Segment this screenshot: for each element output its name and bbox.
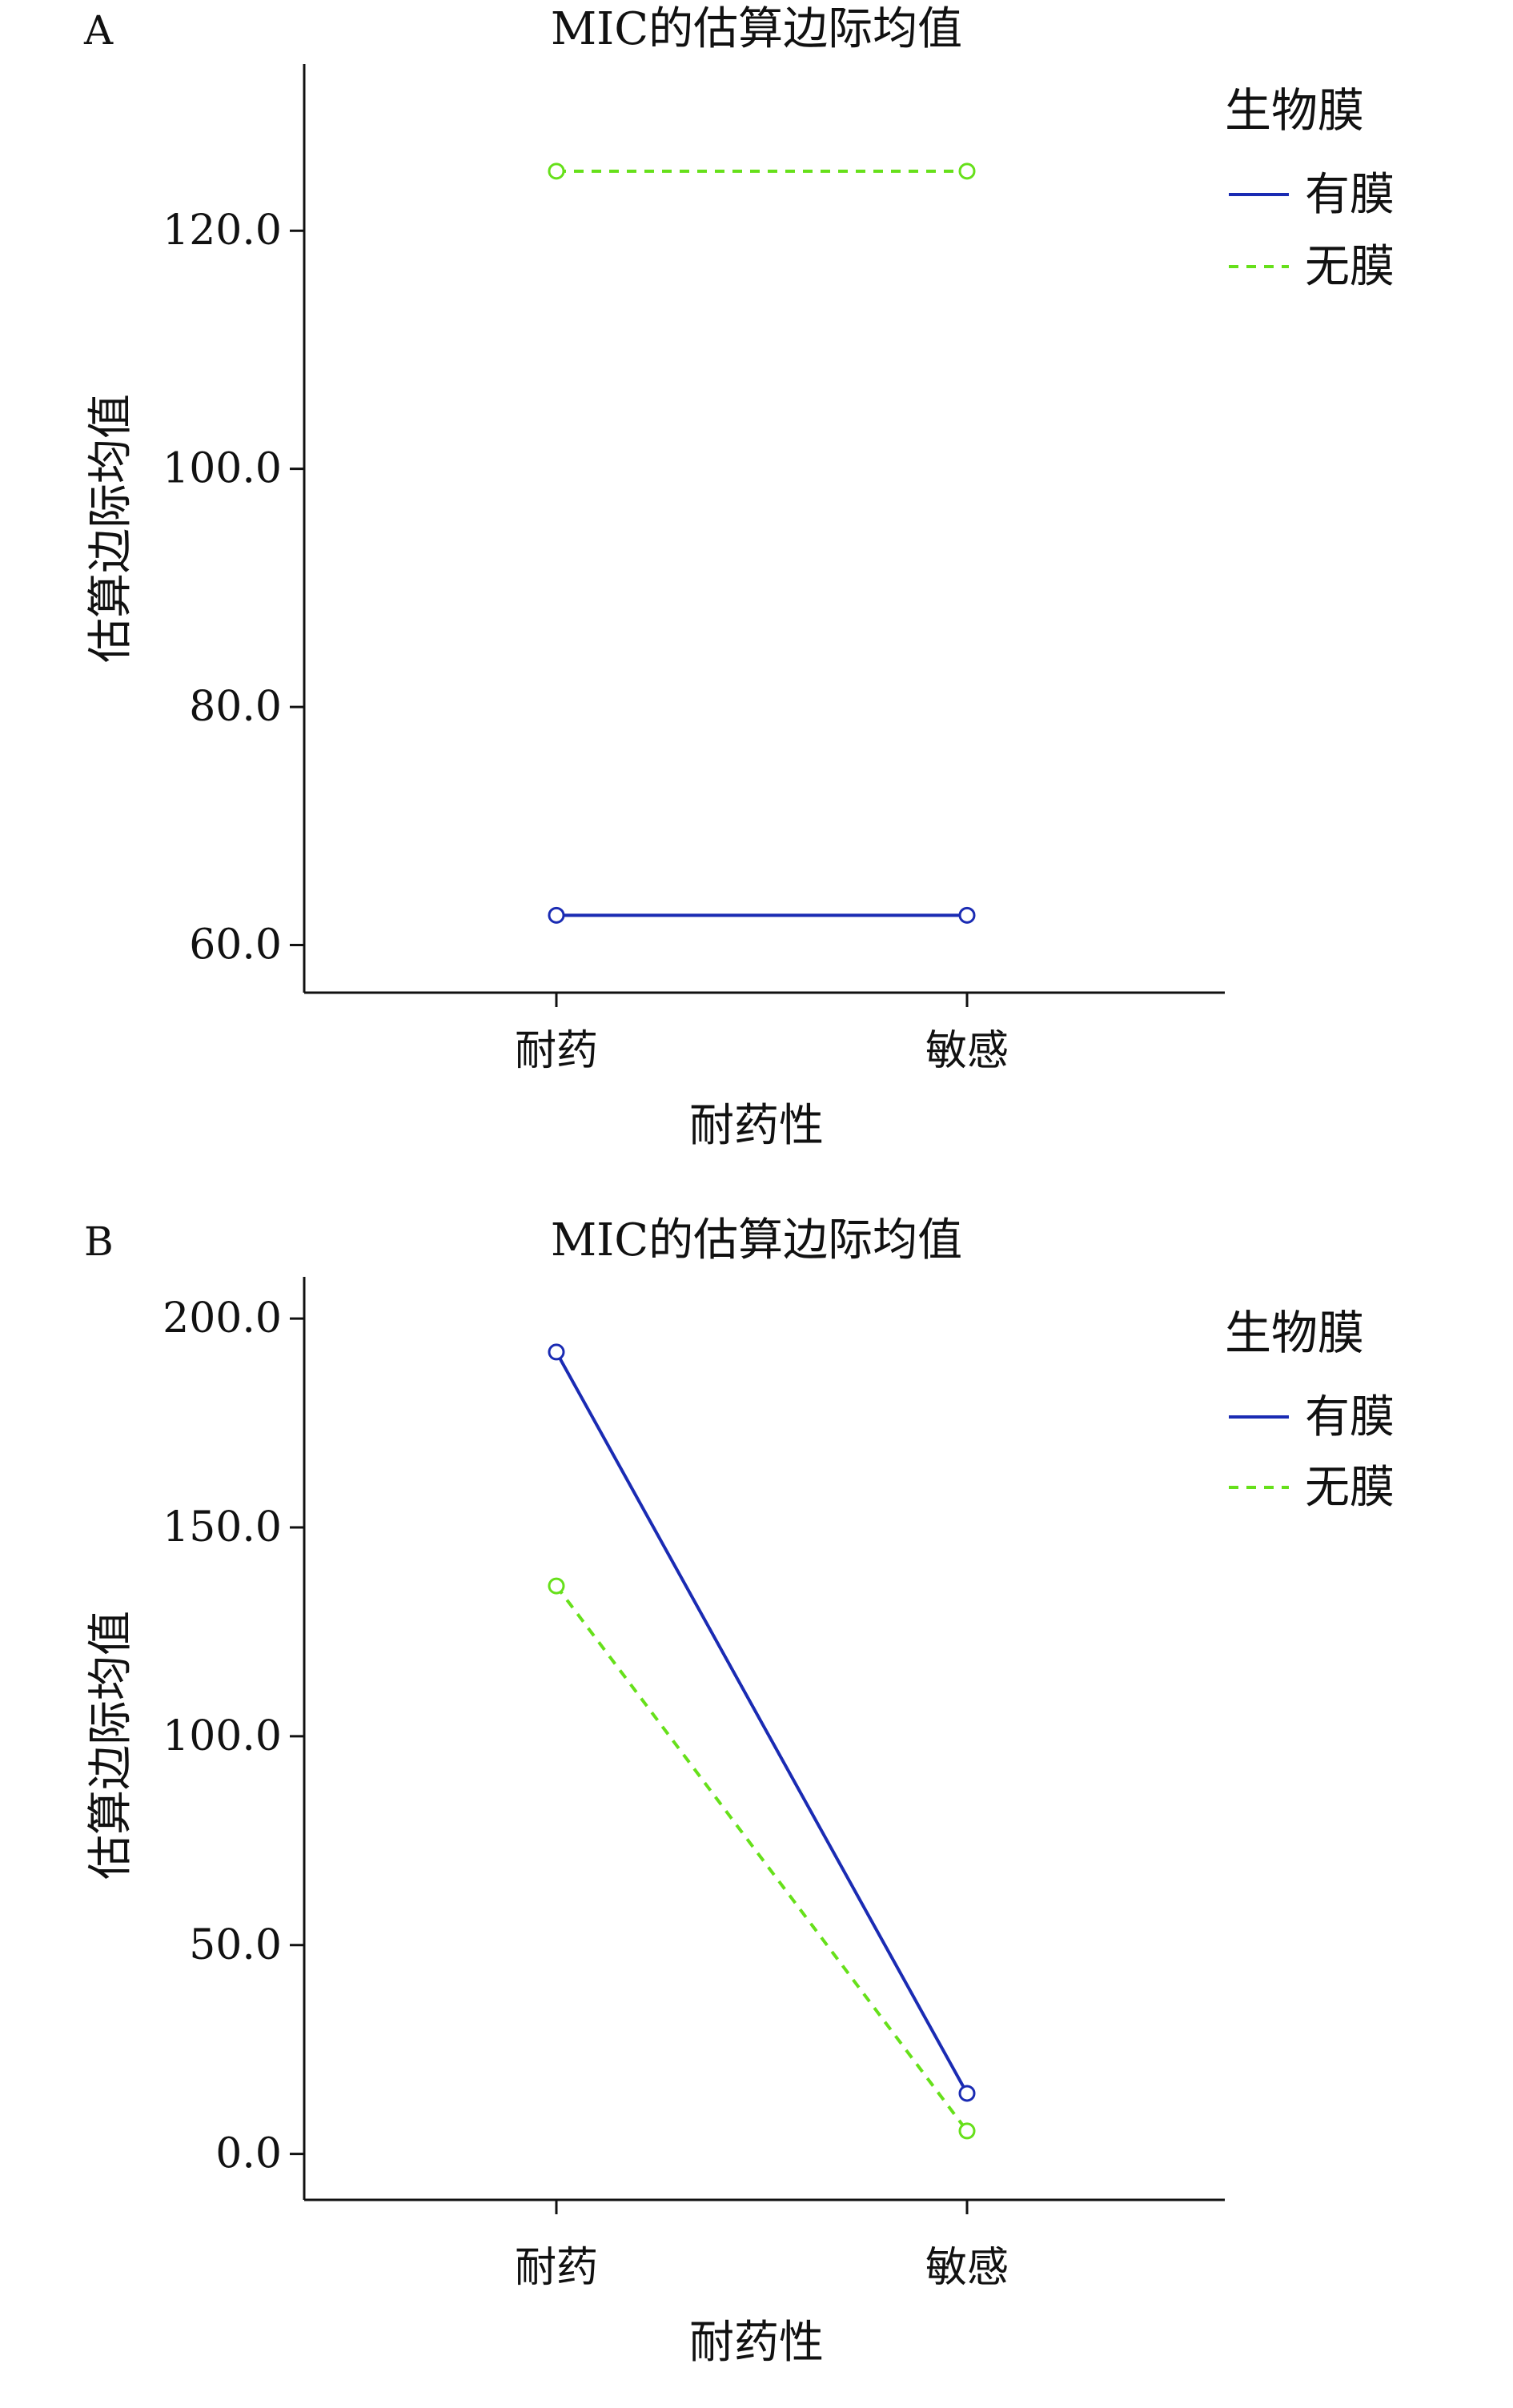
- data-point-0-0: [548, 906, 565, 924]
- x-tick-label: 耐药: [515, 2244, 598, 2292]
- series-line-1: [555, 1584, 969, 2133]
- x-axis-title: 耐药性: [689, 1100, 824, 1152]
- series-layer: [548, 1343, 976, 2140]
- legend-label: 无膜: [1305, 241, 1395, 293]
- chart-title: MIC的估算边际均值: [551, 3, 962, 55]
- data-point-1-1: [958, 163, 976, 180]
- y-tick-label: 0.0: [215, 2130, 282, 2178]
- panel-a: A MIC的估算边际均值 60.0 80.0 100.0 120.0 耐药 敏感 耐药性…: [83, 3, 1395, 1152]
- data-point-1-1: [958, 2122, 976, 2140]
- x-tick-label: 耐药: [515, 1027, 598, 1075]
- y-ticks: 0.0 50.0 100.0 150.0 200.0: [163, 1294, 304, 2178]
- series-layer: [548, 163, 976, 924]
- y-axis-title: 估算边际均值: [85, 394, 137, 663]
- y-tick-label: 60.0: [189, 921, 282, 969]
- y-tick-label: 200.0: [163, 1294, 282, 1342]
- y-tick-label: 100.0: [163, 445, 282, 493]
- data-point-0-1: [958, 906, 976, 924]
- panel-b: B MIC的估算边际均值 0.0 50.0 100.0 150.0 200.0 耐药 敏感…: [84, 1214, 1395, 2369]
- series-line-0: [555, 1350, 969, 2094]
- panel-label: A: [83, 7, 114, 54]
- y-axis-title: 估算边际均值: [85, 1611, 137, 1880]
- panel-label: B: [84, 1218, 114, 1265]
- legend: 生物膜 有膜 无膜: [1225, 83, 1395, 293]
- y-ticks: 60.0 80.0 100.0 120.0: [163, 207, 304, 969]
- x-ticks: 耐药 敏感: [515, 2200, 1009, 2292]
- x-axis-title: 耐药性: [689, 2317, 824, 2369]
- data-point-1-0: [548, 163, 565, 180]
- y-tick-label: 100.0: [163, 1712, 282, 1760]
- x-tick-label: 敏感: [925, 2244, 1009, 2292]
- chart-title: MIC的估算边际均值: [551, 1214, 962, 1266]
- y-tick-label: 50.0: [189, 1921, 282, 1969]
- data-point-0-1: [958, 2085, 976, 2102]
- legend-label: 有膜: [1305, 1391, 1395, 1443]
- data-point-0-0: [548, 1343, 565, 1361]
- legend: 生物膜 有膜 无膜: [1225, 1306, 1395, 1514]
- x-tick-label: 敏感: [925, 1027, 1009, 1075]
- y-tick-label: 80.0: [189, 683, 282, 731]
- y-tick-label: 150.0: [163, 1503, 282, 1551]
- data-point-1-0: [548, 1577, 565, 1595]
- legend-title: 生物膜: [1225, 83, 1364, 138]
- x-ticks: 耐药 敏感: [515, 993, 1009, 1075]
- legend-label: 有膜: [1305, 169, 1395, 221]
- legend-label: 无膜: [1305, 1462, 1395, 1514]
- legend-title: 生物膜: [1225, 1306, 1364, 1360]
- y-tick-label: 120.0: [163, 207, 282, 255]
